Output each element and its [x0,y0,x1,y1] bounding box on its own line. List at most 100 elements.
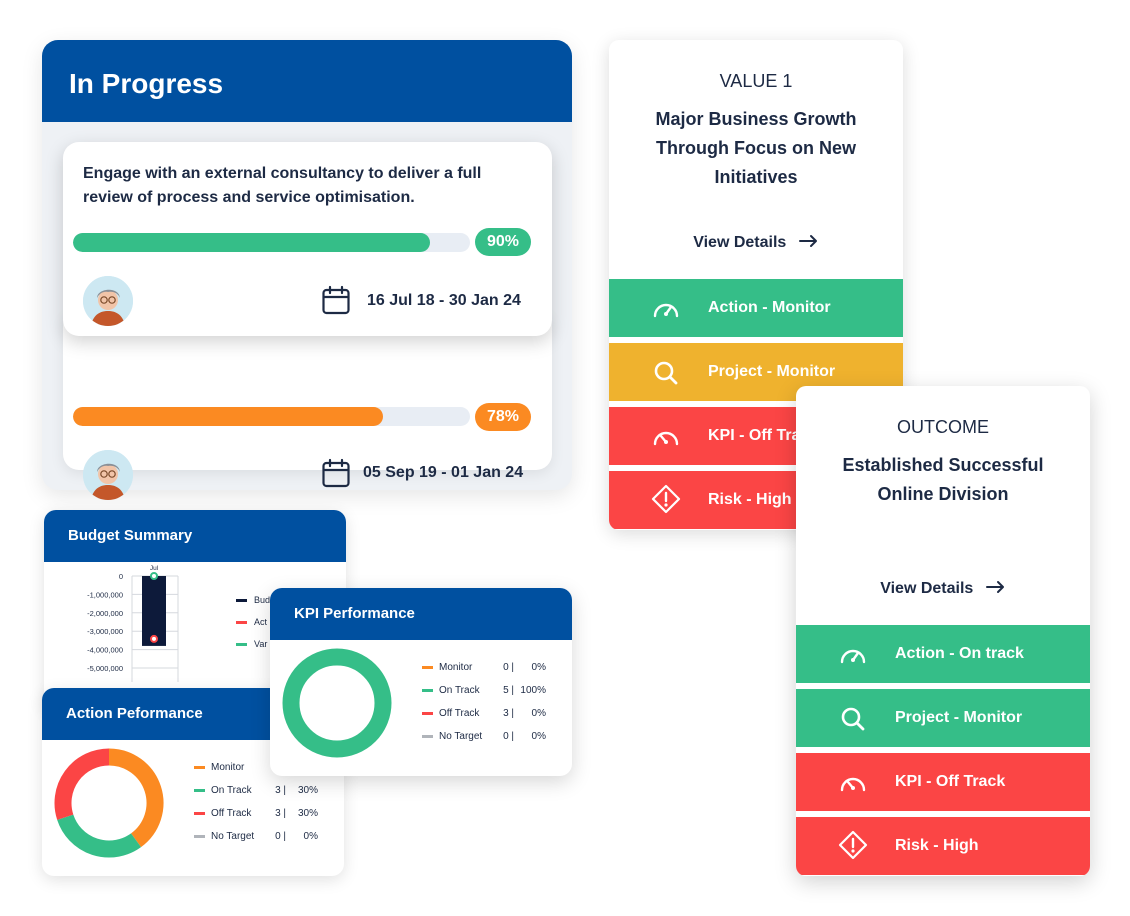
actual-point [150,634,158,643]
progress-item-description: Engage with an external consultancy to d… [83,165,482,206]
legend-swatch [236,599,247,602]
legend-count: 0 | [503,662,514,673]
kpi-performance-card: KPI Performance Monitor 0 | 0% On Track 5 | 1… [270,588,572,776]
legend-count: 3 | [275,808,286,819]
status-strip-label: Project - Monitor [708,363,836,380]
in-progress-title: In Progress [42,40,572,122]
legend-swatch [194,812,205,815]
legend-percent: 0% [531,731,546,742]
gauge-icon [653,303,679,318]
legend-label: On Track [439,685,480,696]
progress-fill [73,233,431,252]
search-icon [654,361,678,385]
legend-label: No Target [211,831,255,842]
legend-item: Off Track 3 | 30% [194,808,334,819]
legend-item: On Track 3 | 30% [194,785,334,796]
status-strip-label: KPI - Off Track [895,773,1006,790]
value-title: Major Business Growth Through Focus on N… [609,105,903,192]
y-tick-label: -1,000,000 [87,590,123,599]
status-strip-label: Risk - High [708,491,792,508]
value-title-line: Major Business Growth [655,109,857,129]
view-details-label: View Details [693,234,787,251]
legend-count: 0 | [275,831,286,842]
status-strip-label: KPI - Off Track [708,427,819,444]
progress-item[interactable]: 78% 05 Sep 19 - 01 Jan 24 [63,310,552,500]
status-strip-project[interactable]: Project - Monitor [796,689,1090,747]
avatar [83,450,133,500]
legend-label: Act [254,617,268,627]
outcome-label: OUTCOME [897,417,989,437]
legend-percent: 0% [531,662,546,673]
arrow-right-icon [798,235,817,247]
y-tick-label: 0 [119,572,123,581]
avatar [83,276,133,326]
budget-summary-title: Budget Summary [44,510,346,562]
action-donut-chart [54,748,164,858]
legend-swatch [422,712,433,715]
progress-fill [73,407,383,426]
status-strip-kpi[interactable]: KPI - Off Track [796,753,1090,811]
gauge-icon [840,777,866,792]
y-tick-label: -4,000,000 [87,646,123,655]
status-strip-label: Action - On track [895,645,1024,662]
progress-item[interactable]: Engage with an external consultancy to d… [63,142,552,336]
calendar-icon [322,285,350,315]
legend-count: 0 | [503,731,514,742]
legend-item: No Target 0 | 0% [194,831,334,842]
arrow-right-icon [985,581,1004,593]
legend-item: No Target 0 | 0% [422,731,562,742]
y-tick-label: -2,000,000 [87,609,123,618]
budget-chart: 0 -1,000,000 -2,000,000 -3,000,000 -4,000,00… [87,565,270,682]
progress-percent-badge: 90% [475,228,531,256]
legend-percent: 0% [303,831,318,842]
status-strip-action[interactable]: Action - Monitor [609,279,903,337]
gauge-icon [653,431,679,446]
legend-swatch [236,621,247,624]
legend-item: Monitor [194,762,334,773]
y-tick-label: -5,000,000 [87,664,123,673]
status-strip-label: Action - Monitor [708,299,831,316]
kpi-performance-title: KPI Performance [270,588,572,640]
legend-label: Monitor [211,762,245,773]
gauge-icon [840,649,866,664]
calendar-icon [322,458,350,488]
value-label: VALUE 1 [719,71,793,91]
search-icon [841,707,865,731]
legend-label: Var [254,639,267,649]
view-details-link[interactable]: View Details [796,580,1090,598]
progress-track [73,407,470,426]
legend-percent: 0% [531,708,546,719]
legend-swatch [422,666,433,669]
donut-slice [282,648,392,758]
legend-swatch [422,735,433,738]
warning-diamond-icon [651,484,681,514]
progress-track [73,233,470,252]
legend-percent: 30% [297,808,318,819]
legend-count: 3 | [275,785,286,796]
legend-swatch [422,689,433,692]
person-icon [83,276,133,326]
warning-diamond-icon [838,830,868,860]
donut-slice [57,814,142,858]
legend-label: Monitor [439,662,473,673]
legend-count: 5 | [503,685,514,696]
date-range: 16 Jul 18 - 30 Jan 24 [367,292,521,309]
status-strip-risk[interactable]: Risk - High [796,817,1090,875]
view-details-label: View Details [880,580,974,597]
legend-item: On Track 5 | 100% [422,685,562,696]
view-details-link[interactable]: View Details [609,234,903,252]
status-strip-action[interactable]: Action - On track [796,625,1090,683]
status-strip-label: Project - Monitor [895,709,1023,726]
legend-swatch [236,643,247,646]
budget-bar [142,576,166,646]
legend-item: Monitor 0 | 0% [422,662,562,673]
legend-percent: 100% [520,685,546,696]
in-progress-panel: In Progress 78% 05 Sep 19 - 01 Jan 24 En… [42,40,572,500]
legend-swatch [194,835,205,838]
y-tick-label: -3,000,000 [87,627,123,636]
x-tick-label: Jul [150,565,159,572]
kpi-donut-chart [282,648,392,758]
progress-percent-badge: 78% [475,403,531,431]
legend-label: Off Track [211,808,252,819]
value-card: VALUE 1 Major Business Growth Through Fo… [609,40,903,530]
